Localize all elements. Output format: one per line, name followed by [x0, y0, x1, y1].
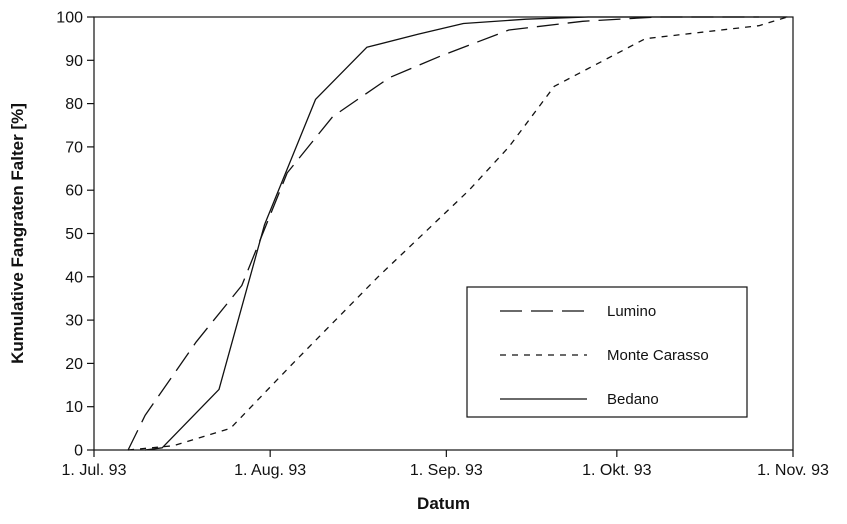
legend-box [466, 286, 748, 418]
y-tick-label: 70 [65, 139, 83, 156]
series-line-bedano [145, 16, 788, 451]
legend: Lumino Monte Carasso Bedano [466, 286, 748, 418]
x-tick-label: 1. Sep. 93 [410, 462, 483, 479]
y-tick-label: 100 [56, 10, 83, 27]
y-tick-label: 90 [65, 53, 83, 70]
y-tick-label: 0 [74, 443, 83, 460]
x-tick-label: 1. Okt. 93 [582, 462, 651, 479]
x-tick-label: 1. Nov. 93 [757, 462, 829, 479]
x-axis: 1. Jul. 93 1. Aug. 93 1. Sep. 93 1. Okt. 93… [62, 450, 829, 479]
y-axis: 0 10 20 30 40 50 60 70 80 90 100 [56, 10, 94, 460]
x-axis-title: Datum [417, 494, 470, 513]
y-tick-label: 10 [65, 399, 83, 416]
x-tick-label: 1. Aug. 93 [234, 462, 306, 479]
y-tick-label: 80 [65, 96, 83, 113]
series-line-lumino [127, 16, 759, 451]
y-tick-label: 50 [65, 226, 83, 243]
legend-label: Monte Carasso [607, 347, 709, 364]
series-line-monte-carasso [128, 16, 788, 451]
y-tick-label: 20 [65, 356, 83, 373]
y-axis-title: Kumulative Fangraten Falter [%] [8, 103, 27, 364]
legend-label: Bedano [607, 391, 659, 408]
legend-label: Lumino [607, 303, 656, 320]
y-tick-label: 30 [65, 313, 83, 330]
series-layer [127, 16, 788, 451]
x-tick-label: 1. Jul. 93 [62, 462, 127, 479]
y-tick-label: 60 [65, 183, 83, 200]
y-tick-label: 40 [65, 269, 83, 286]
